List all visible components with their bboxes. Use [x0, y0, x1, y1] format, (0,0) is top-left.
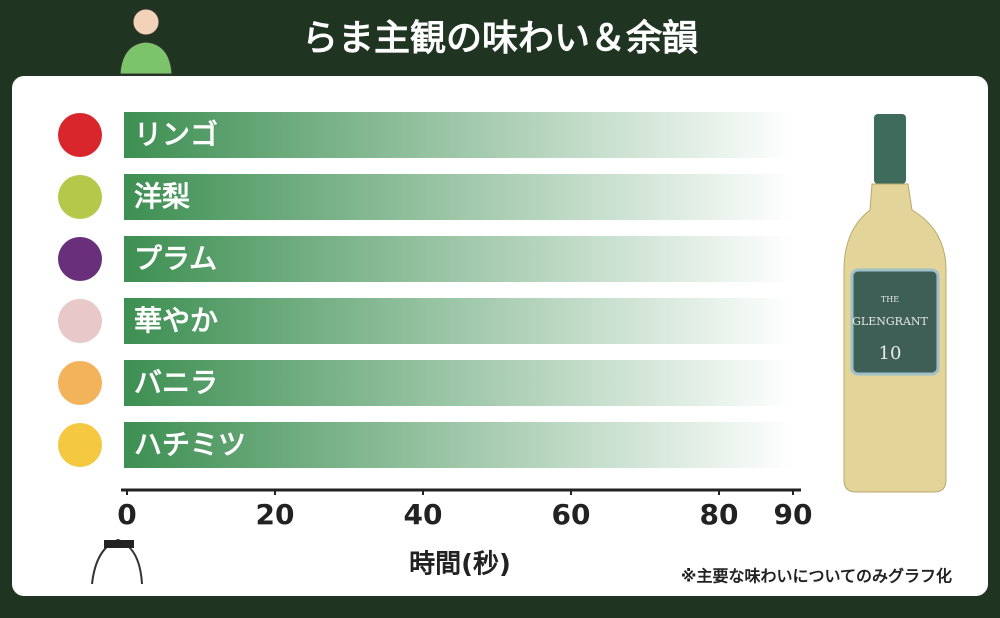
icon [58, 113, 102, 157]
x-tick-label: 40 [404, 498, 443, 531]
icon [58, 175, 102, 219]
x-tick-label: 90 [774, 498, 813, 531]
bar-label: バニラ [134, 366, 218, 399]
bar-label: プラム [134, 242, 217, 275]
x-axis-label: 時間(秒) [409, 550, 511, 580]
bottle-text: THE [881, 295, 899, 304]
bottle [843, 114, 947, 493]
icon [58, 237, 102, 281]
bar-label: ハチミツ [134, 428, 246, 461]
bottle-text: 10 [879, 343, 902, 364]
bar [124, 112, 793, 158]
icon [58, 423, 102, 467]
x-tick-label: 80 [700, 498, 739, 531]
bottle-text: GLENGRANT [852, 315, 928, 328]
bar [124, 360, 793, 406]
person-icon [91, 538, 143, 585]
x-tick-label: 60 [552, 498, 591, 531]
note: ※主要な味わいについてのみグラフ化 [681, 567, 952, 586]
x-tick-label: 20 [256, 498, 295, 531]
icon [58, 299, 102, 343]
bar-label: リンゴ [134, 118, 218, 151]
bar [124, 174, 793, 220]
avatar [119, 8, 173, 75]
icon [58, 361, 102, 405]
bar [124, 422, 793, 468]
bar [124, 236, 793, 282]
bar-label: 洋梨 [134, 180, 190, 213]
chart-title: らま主観の味わい＆余韻 [302, 17, 698, 59]
bar-label: 華やか [134, 304, 218, 337]
bar [124, 298, 793, 344]
x-tick-label: 0 [117, 498, 136, 531]
